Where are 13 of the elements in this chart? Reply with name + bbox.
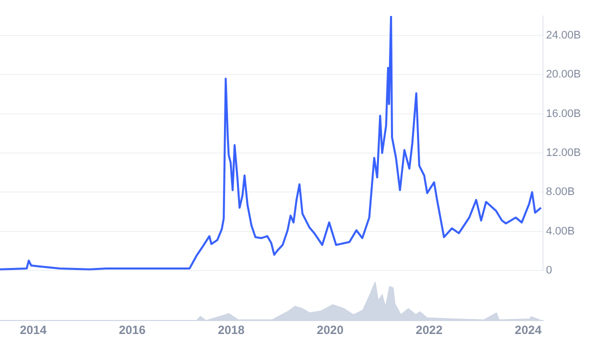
x-tick-label: 2020 xyxy=(316,323,344,338)
x-tick-label: 2018 xyxy=(218,323,245,338)
y-tick-label: 20.00B xyxy=(546,68,581,81)
x-tick-label: 2022 xyxy=(416,323,443,338)
y-tick-label: 8.00B xyxy=(546,186,575,198)
x-tick-label: 2014 xyxy=(20,323,47,338)
y-tick-label: 12.00B xyxy=(546,147,581,160)
y-tick-label: 0 xyxy=(546,264,552,276)
x-tick-label: 2024 xyxy=(514,323,542,338)
y-tick-label: 16.00B xyxy=(546,108,581,120)
y-tick-label: 4.00B xyxy=(546,225,575,238)
x-tick-label: 2016 xyxy=(118,323,146,338)
y-tick-label: 24.00B xyxy=(546,30,581,42)
